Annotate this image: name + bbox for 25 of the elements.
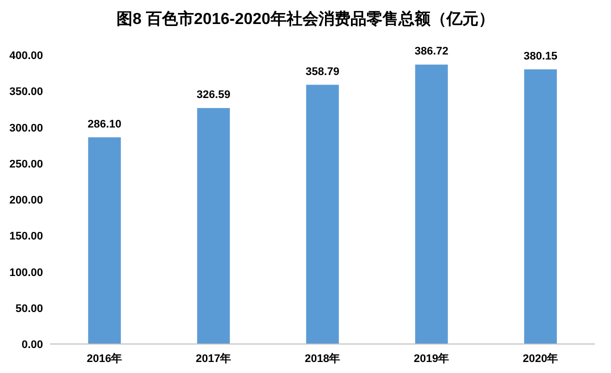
- x-tick-label: 2019年: [414, 352, 450, 365]
- y-tick-label: 150.00: [9, 230, 43, 243]
- x-tick-label: 2018年: [304, 352, 340, 365]
- data-label: 286.10: [88, 118, 122, 130]
- bar: [197, 108, 230, 344]
- bar: [415, 64, 448, 344]
- data-label: 380.15: [524, 50, 558, 62]
- bar: [306, 84, 339, 344]
- data-label: 386.72: [414, 46, 448, 58]
- y-tick-label: 300.00: [9, 122, 43, 134]
- y-tick-label: 350.00: [9, 86, 43, 98]
- data-label: 326.59: [196, 89, 230, 102]
- x-tick-label: 2016年: [86, 352, 122, 365]
- y-tick-label: 0.00: [22, 339, 43, 351]
- bar: [524, 69, 557, 344]
- y-tick-label: 400.00: [9, 50, 43, 62]
- y-tick-label: 100.00: [9, 266, 43, 279]
- y-tick-label: 200.00: [9, 194, 43, 206]
- x-tick-label: 2020年: [522, 352, 558, 365]
- y-tick-label: 250.00: [9, 158, 43, 170]
- chart-title: 图8 百色市2016-2020年社会消费品零售总额（亿元）: [116, 10, 494, 28]
- data-label: 358.79: [306, 66, 340, 78]
- y-tick-label: 50.00: [15, 302, 43, 315]
- x-tick-label: 2017年: [196, 352, 232, 365]
- bar: [88, 137, 121, 344]
